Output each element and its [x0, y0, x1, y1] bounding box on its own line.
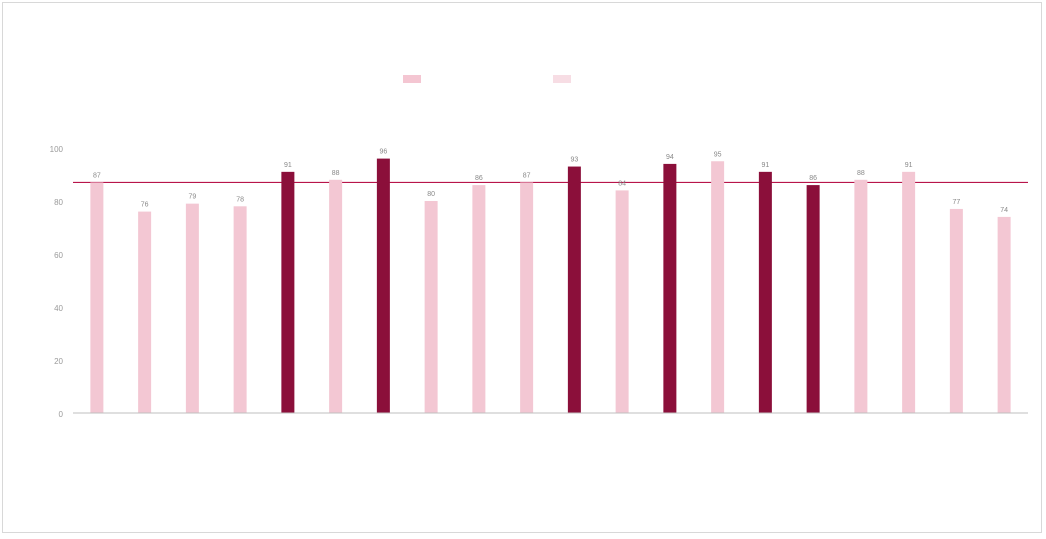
bar [902, 171, 916, 413]
bar [997, 216, 1011, 413]
data-label: 91 [905, 162, 913, 169]
legend-swatch [553, 75, 571, 83]
bar [949, 208, 963, 413]
bar [185, 203, 199, 413]
y-tick-label: 80 [54, 198, 63, 207]
bar [520, 182, 534, 413]
legend-swatch [403, 75, 421, 83]
data-label: 88 [332, 170, 340, 177]
data-label: 79 [188, 194, 196, 201]
data-label: 86 [809, 175, 817, 182]
data-label: 74 [1000, 207, 1008, 214]
bar [281, 171, 295, 413]
bar [472, 185, 486, 413]
data-label: 94 [666, 154, 674, 161]
y-tick-label: 100 [50, 145, 64, 154]
data-label: 91 [761, 162, 769, 169]
bar [663, 163, 677, 413]
data-label: 91 [284, 162, 292, 169]
data-label: 96 [379, 149, 387, 156]
data-label: 80 [427, 191, 435, 198]
bar [567, 166, 581, 413]
bar [758, 171, 772, 413]
data-label: 78 [236, 196, 244, 203]
bar [233, 206, 247, 413]
bar [90, 182, 104, 413]
y-tick-label: 40 [54, 304, 63, 313]
y-tick-label: 60 [54, 251, 63, 260]
data-label: 87 [93, 172, 101, 179]
data-label: 76 [141, 202, 149, 209]
bar [854, 179, 868, 413]
chart-frame: 0 20 40 60 80 100 87 76 79 78 91 88 96 80 86 87 93 84 94 95… [2, 2, 1042, 533]
data-label: 88 [857, 170, 865, 177]
bar-chart: 0 20 40 60 80 100 87 76 79 78 91 88 96 80 86 87 93 84 94 95… [50, 75, 1028, 419]
data-label: 93 [570, 157, 578, 164]
bar [329, 179, 343, 413]
bar [376, 158, 390, 413]
data-label: 86 [475, 175, 483, 182]
bar [138, 211, 152, 413]
bar [424, 201, 438, 413]
bar [711, 161, 725, 413]
y-tick-label: 20 [54, 357, 63, 366]
bar [615, 190, 629, 413]
data-label: 84 [618, 180, 626, 187]
bar [806, 185, 820, 413]
y-tick-label: 0 [59, 410, 64, 419]
data-label: 95 [714, 151, 722, 158]
data-label: 77 [952, 199, 960, 206]
data-label: 87 [523, 172, 531, 179]
